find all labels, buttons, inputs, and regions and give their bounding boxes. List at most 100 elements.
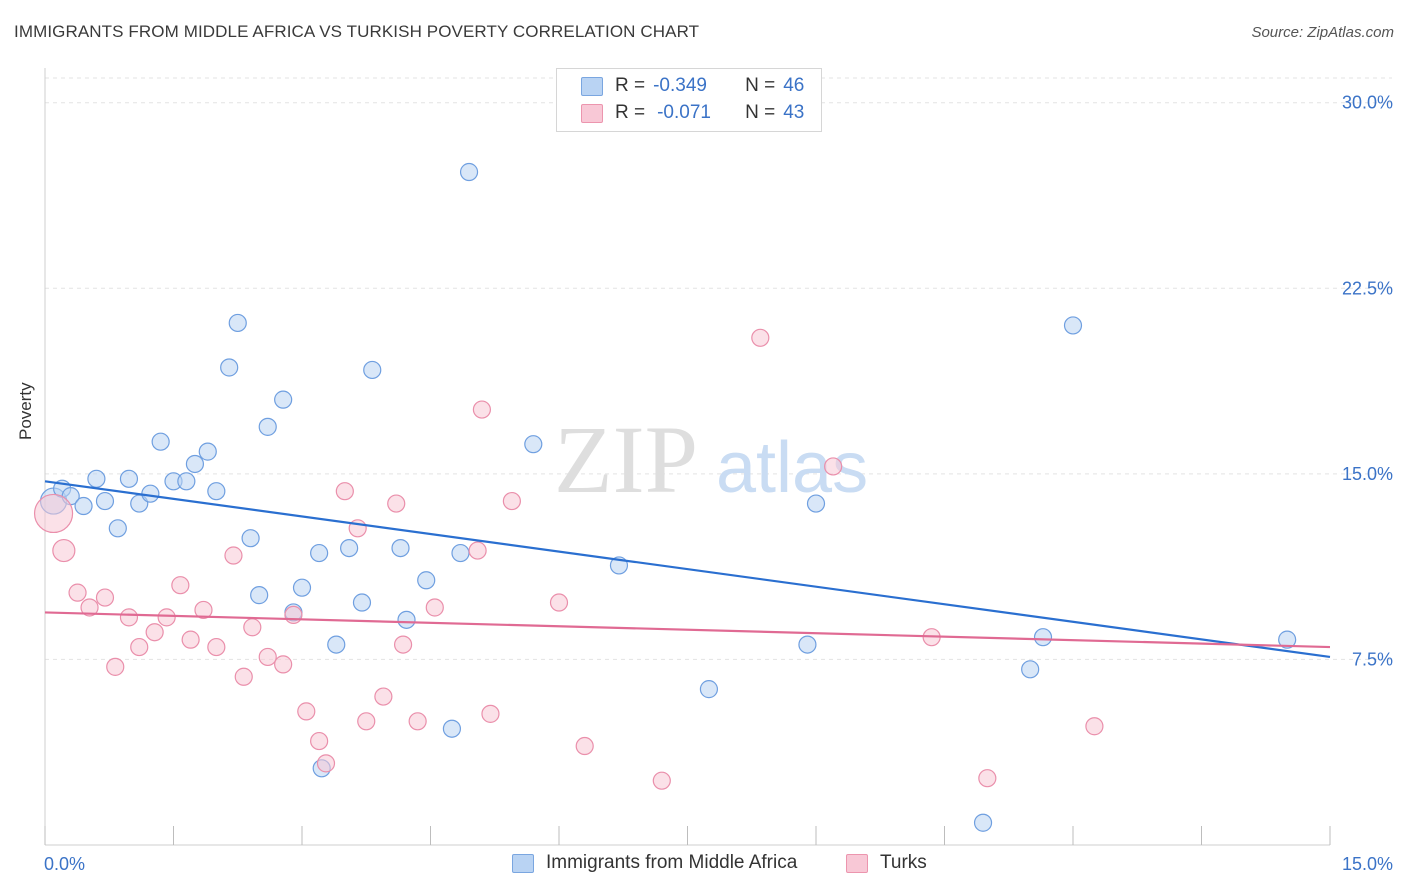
point-turks <box>224 546 243 565</box>
point-turks <box>157 608 176 627</box>
point-turks <box>387 494 406 513</box>
legend-swatch-blue <box>512 853 534 873</box>
point-turks <box>145 623 164 642</box>
y-tick-label: 30.0% <box>1342 93 1393 113</box>
point-middle-africa <box>391 538 410 558</box>
point-middle-africa <box>95 491 115 511</box>
point-middle-africa <box>806 494 826 513</box>
point-middle-africa <box>108 519 127 538</box>
point-middle-africa <box>119 469 139 488</box>
axes <box>44 68 1331 846</box>
point-turks <box>258 647 277 667</box>
point-turks <box>181 630 200 649</box>
point-turks <box>978 769 997 788</box>
point-turks <box>468 541 487 560</box>
point-turks <box>575 736 594 756</box>
point-middle-africa <box>220 358 239 377</box>
point-turks <box>171 576 190 595</box>
n-label: N = <box>745 75 776 96</box>
point-middle-africa <box>87 469 106 488</box>
trend-line-turks <box>44 611 1331 649</box>
legend-item-turks[interactable]: Turks <box>846 852 927 874</box>
point-middle-africa <box>1033 628 1053 647</box>
point-middle-africa <box>151 432 170 451</box>
point-turks <box>335 482 354 501</box>
point-middle-africa <box>340 538 359 558</box>
x-tick-label: 15.0% <box>1342 854 1393 874</box>
point-turks <box>194 600 213 620</box>
point-turks <box>1085 717 1104 736</box>
point-middle-africa <box>1063 316 1083 335</box>
point-middle-africa <box>292 578 312 597</box>
point-turks <box>33 493 74 534</box>
point-middle-africa <box>397 610 416 629</box>
point-middle-africa <box>1021 660 1040 679</box>
legend-label: Immigrants from Middle Africa <box>546 852 798 873</box>
point-turks <box>652 771 671 790</box>
chart-title: IMMIGRANTS FROM MIDDLE AFRICA VS TURKISH… <box>14 22 700 41</box>
r-label: R = <box>615 102 646 123</box>
point-middle-africa <box>1278 630 1297 649</box>
trend-lines <box>44 480 1331 659</box>
point-middle-africa <box>310 543 329 563</box>
point-middle-africa <box>198 442 217 461</box>
point-turks <box>297 702 316 721</box>
point-middle-africa <box>459 162 479 182</box>
point-turks <box>502 491 521 511</box>
point-turks <box>119 608 139 627</box>
y-tick-label: 15.0% <box>1342 464 1393 484</box>
point-middle-africa <box>274 390 293 409</box>
point-turks <box>284 605 303 625</box>
legend-row-middle-africa: R = -0.349 N = 46 <box>557 73 804 99</box>
point-turks <box>824 457 843 476</box>
legend-row-turks: R = -0.071 N = 43 <box>557 100 804 126</box>
source-label: Source: ZipAtlas.com <box>1251 24 1394 41</box>
n-value: 46 <box>783 75 805 96</box>
point-turks <box>274 655 293 674</box>
point-turks <box>374 687 393 706</box>
point-middle-africa <box>74 496 93 516</box>
r-value: -0.349 <box>653 75 707 96</box>
watermark: ZIP atlas <box>554 406 868 513</box>
point-turks <box>207 637 226 657</box>
point-middle-africa <box>141 484 160 503</box>
point-turks <box>751 328 770 347</box>
point-middle-africa <box>699 680 719 699</box>
r-value: -0.071 <box>657 102 711 123</box>
point-turks <box>481 704 500 723</box>
point-turks <box>106 657 125 676</box>
point-turks <box>472 400 491 419</box>
point-middle-africa <box>241 529 260 548</box>
point-middle-africa <box>185 454 205 474</box>
watermark-zip: ZIP <box>554 406 698 513</box>
point-turks <box>425 598 444 617</box>
point-turks <box>52 538 76 563</box>
point-turks <box>95 588 115 607</box>
point-middle-africa <box>451 543 470 563</box>
point-turks <box>357 712 376 731</box>
point-turks <box>393 635 413 654</box>
stats-legend: R = -0.349 N = 46 R = -0.071 N = 43 <box>556 68 822 132</box>
point-middle-africa <box>417 571 436 590</box>
y-tick-label: 7.5% <box>1352 649 1393 669</box>
x-tick-label: 0.0% <box>44 854 85 874</box>
y-tick-label: 22.5% <box>1342 278 1393 298</box>
legend-swatch-blue <box>581 76 603 96</box>
point-middle-africa <box>177 472 196 491</box>
point-middle-africa <box>352 593 372 612</box>
point-turks <box>316 754 336 773</box>
legend-swatch-pink <box>846 853 868 873</box>
legend-label: Turks <box>880 852 927 873</box>
point-middle-africa <box>258 417 277 436</box>
tick-labels: 7.5% 15.0% 22.5% 30.0% 0.0% 15.0% <box>44 93 1393 874</box>
point-turks <box>310 731 329 751</box>
point-middle-africa <box>363 360 382 380</box>
legend-item-middle-africa[interactable]: Immigrants from Middle Africa <box>512 852 797 874</box>
point-turks <box>80 598 99 617</box>
trend-line-middle-africa <box>44 480 1331 659</box>
point-middle-africa <box>524 435 543 454</box>
n-label: N = <box>745 102 776 123</box>
gridlines <box>45 77 1392 660</box>
point-middle-africa <box>228 313 247 333</box>
